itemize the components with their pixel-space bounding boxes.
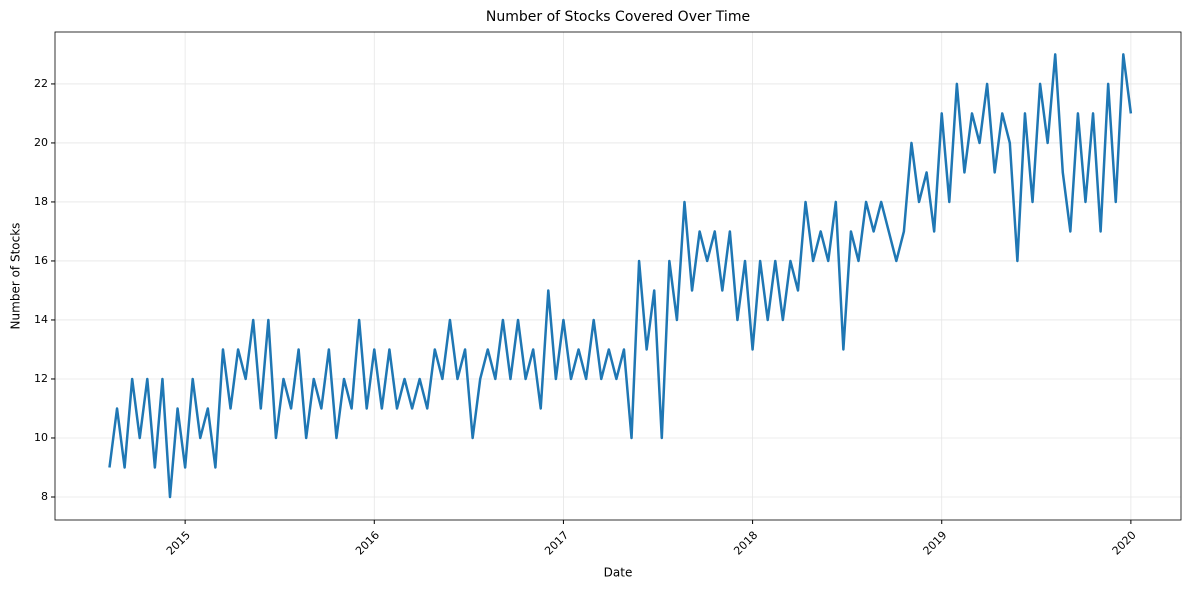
y-tick-label: 8 [41, 490, 48, 503]
y-axis-label: Number of Stocks [9, 223, 23, 330]
y-tick-label: 16 [34, 254, 48, 267]
y-tick-label: 14 [34, 313, 48, 326]
y-tick-label: 20 [34, 136, 48, 149]
x-tick-label: 2017 [542, 529, 571, 558]
chart-title: Number of Stocks Covered Over Time [486, 9, 750, 25]
data-line [108, 53, 1133, 499]
y-tick-label: 18 [34, 195, 48, 208]
x-axis-label: Date [604, 566, 633, 580]
y-tick-label: 12 [34, 372, 48, 385]
x-tick-label: 2015 [164, 529, 193, 558]
x-tick-label: 2020 [1110, 529, 1139, 558]
x-tick-label: 2018 [731, 529, 760, 558]
plot-frame [54, 31, 1182, 521]
y-tick-label: 10 [34, 431, 48, 444]
y-tick-label: 22 [34, 77, 48, 90]
x-tick-label: 2019 [921, 529, 950, 558]
x-tick-label: 2016 [353, 529, 382, 558]
